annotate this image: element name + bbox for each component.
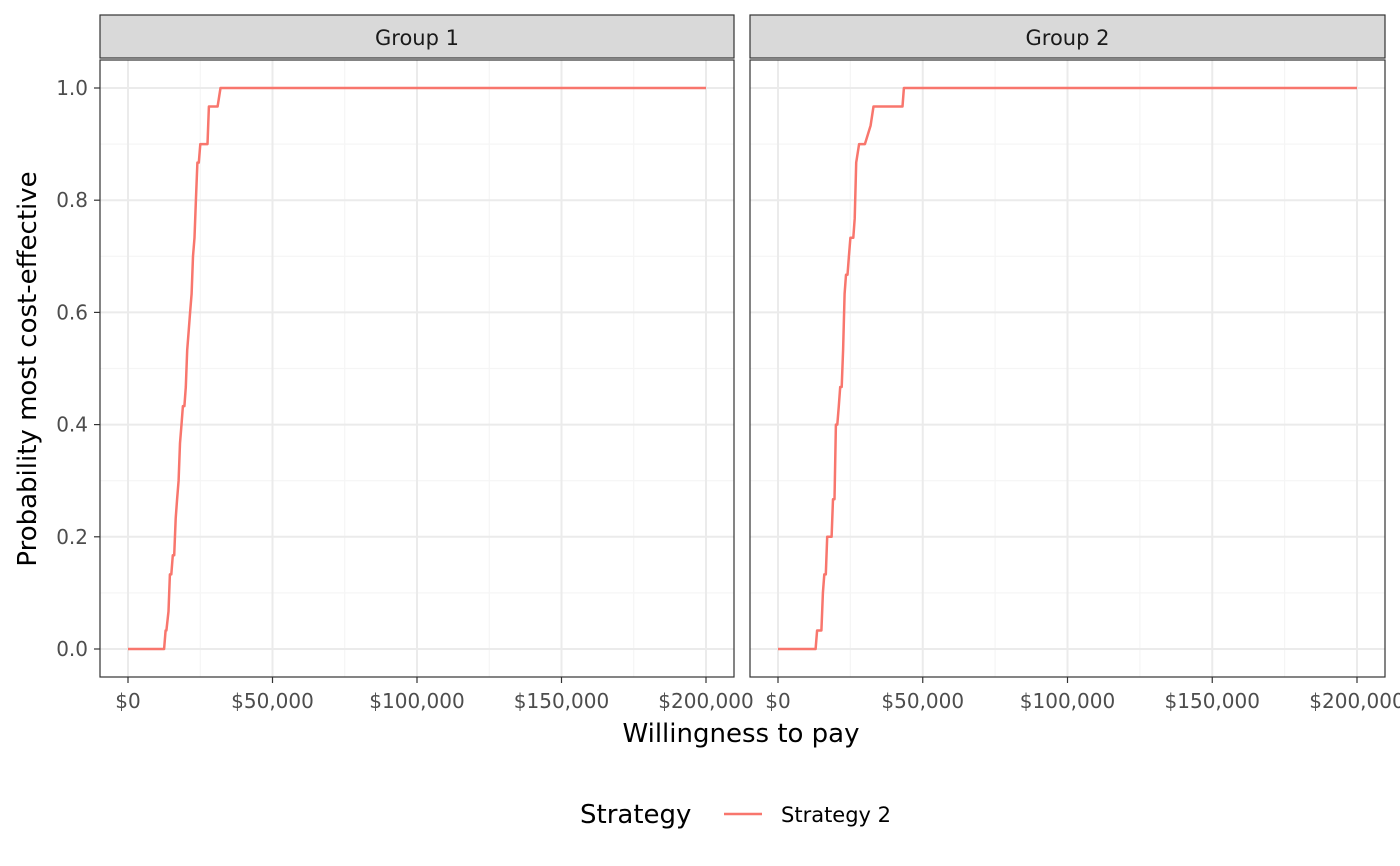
x-tick-label: $100,000	[369, 689, 464, 713]
series-line-strategy-2	[128, 86, 706, 651]
x-tick-label: $100,000	[1020, 689, 1115, 713]
x-tick-label: $0	[115, 689, 140, 713]
x-tick-label: $0	[765, 689, 790, 713]
y-tick-label: 0.0	[56, 637, 88, 661]
x-tick-label: $50,000	[881, 689, 964, 713]
x-tick-label: $50,000	[231, 689, 314, 713]
x-tick-label: $150,000	[514, 689, 609, 713]
strip-background	[749, 14, 1386, 59]
legend-entry-strategy-2: Strategy 2	[781, 803, 891, 827]
strip-background	[99, 14, 735, 59]
y-tick-label: 0.8	[56, 188, 88, 212]
y-tick-label: 0.4	[56, 413, 88, 437]
y-axis-title: Probability most cost-effective	[13, 171, 43, 566]
panel-2: Group 2 $0 $50,000 $100,000 $150,000 $200,000	[749, 14, 1400, 713]
y-tick-label: 0.6	[56, 300, 88, 324]
panels-layer: Group 1 $0 $50,000 $100,000 $150,000 $200,000…	[56, 14, 1400, 713]
x-tick-label: $200,000	[658, 689, 753, 713]
y-tick-label: 0.2	[56, 525, 88, 549]
strip-label: Group 2	[1026, 26, 1110, 50]
panel-1: Group 1 $0 $50,000 $100,000 $150,000 $200,000…	[56, 14, 754, 713]
strip-label: Group 1	[375, 26, 459, 50]
legend-title: Strategy	[580, 800, 691, 830]
x-axis-title: Willingness to pay	[622, 719, 859, 749]
series-line-strategy-2	[778, 86, 1357, 651]
legend: Strategy Strategy 2	[580, 800, 891, 830]
x-tick-label: $200,000	[1309, 689, 1400, 713]
x-tick-label: $150,000	[1165, 689, 1260, 713]
y-tick-label: 1.0	[56, 76, 88, 100]
